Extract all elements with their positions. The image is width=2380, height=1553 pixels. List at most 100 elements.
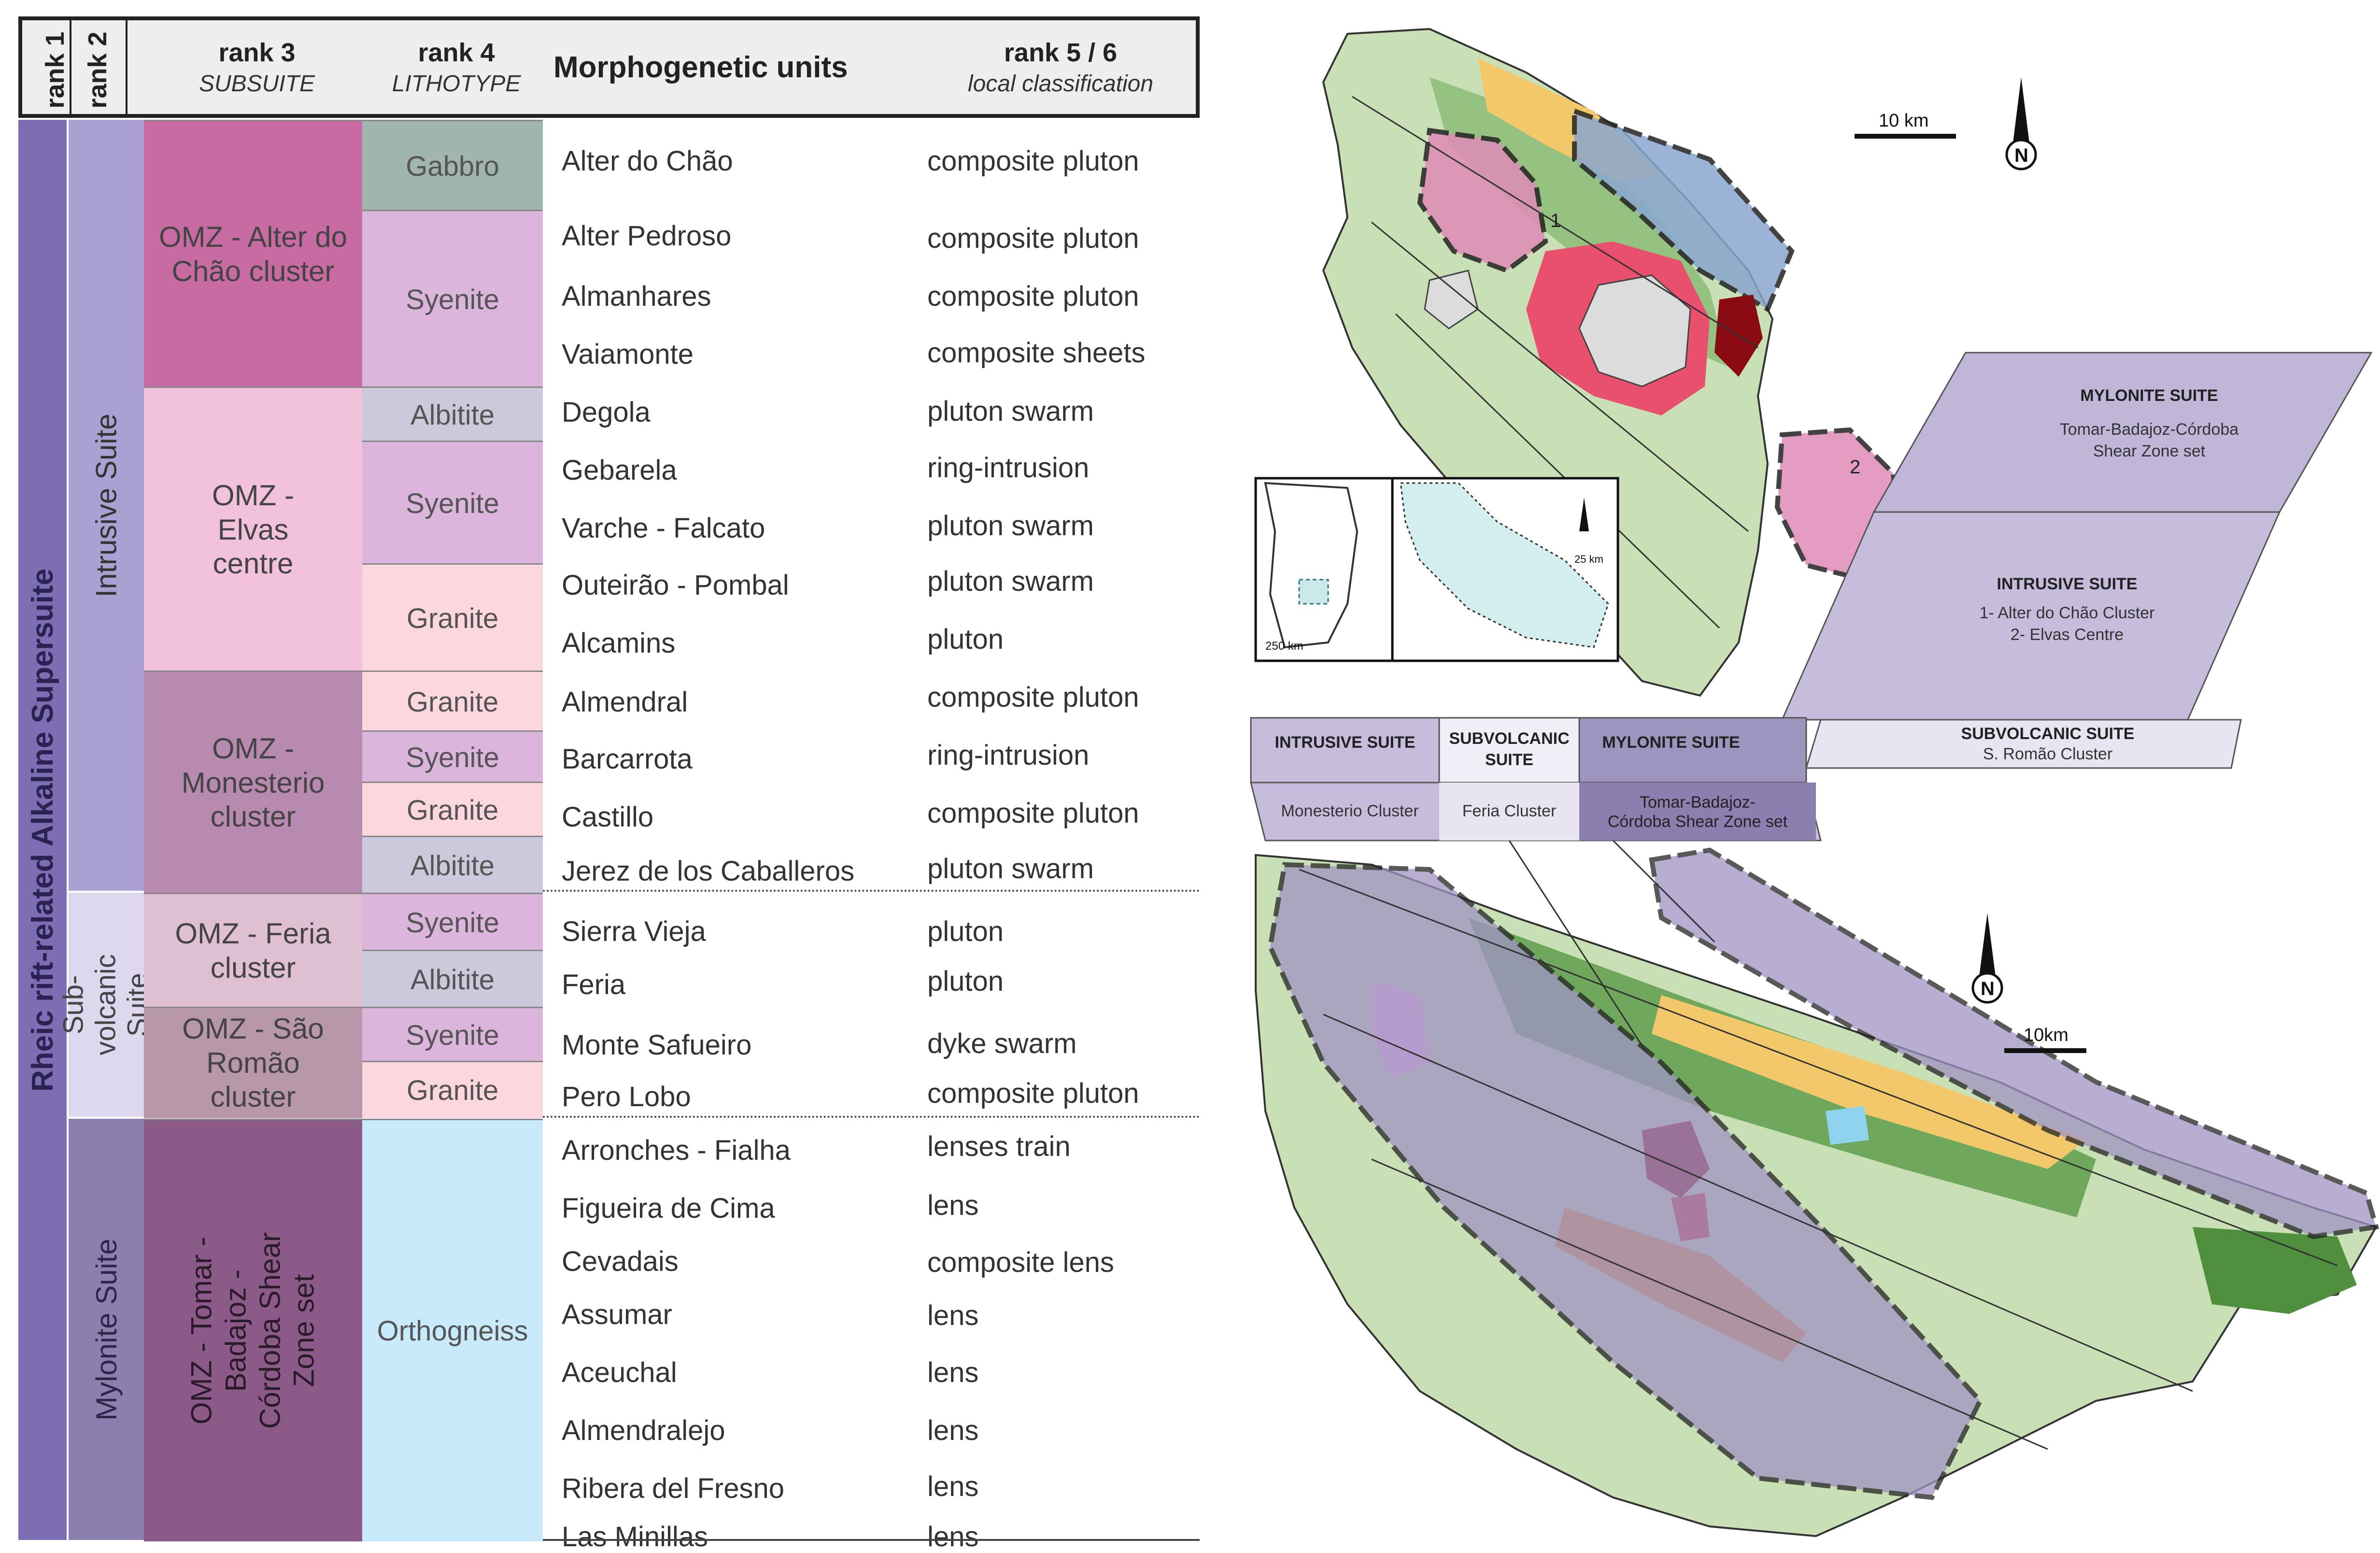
unit-classification: pluton	[927, 966, 1004, 997]
legend-intrusive-title: INTRUSIVE SUITE	[1997, 575, 2138, 593]
header-rank56-sub: local classification	[967, 71, 1154, 97]
unit-classification: lens	[927, 1521, 979, 1553]
subsuite-feria-label: OMZ - Feria cluster	[175, 917, 331, 984]
bar-intrusive-head	[1250, 717, 1440, 784]
lith-gabbro: Gabbro	[362, 120, 543, 211]
unit-name: Alter Pedroso	[562, 220, 732, 252]
bar-subvolcanic-title-2: SUITE	[1485, 751, 1533, 769]
legend-mylonite-text-2: Shear Zone set	[2093, 442, 2206, 460]
top-map-grey-core	[1578, 274, 1691, 387]
subsuite-monesterio-label: OMZ - Monesterio cluster	[181, 732, 325, 833]
top-map-label-2: 2	[1850, 456, 1860, 478]
subsuite-tomar-label: OMZ - Tomar - Badajoz - Córdoba Shear Zo…	[185, 1232, 320, 1429]
unit-classification: composite pluton	[927, 223, 1139, 254]
bar-tomar-1: Tomar-Badajoz-	[1640, 793, 1756, 812]
inset-scale-a: 250 km	[1265, 640, 1303, 653]
unit-classification: composite pluton	[927, 682, 1139, 713]
rank2-subvolcanic-label: Sub-volcanic Suite	[57, 954, 154, 1055]
lith-syenite: Syenite	[362, 893, 543, 951]
unit-classification: dyke swarm	[927, 1028, 1077, 1059]
rank2-subvolcanic: Sub-volcanic Suite	[58, 893, 154, 1117]
subsuite-saoromao: OMZ - São Romão cluster	[144, 1007, 362, 1118]
table-bottom-rule	[543, 1539, 1200, 1541]
header-rank4-sub: LITHOTYPE	[392, 71, 521, 97]
unit-name: Alter do Chão	[562, 145, 733, 177]
unit-classification: ring-intrusion	[927, 740, 1090, 771]
bottom-map-fault-3	[1371, 1158, 2048, 1450]
unit-name: Almendral	[562, 686, 688, 718]
lith-orthogneiss: Orthogneiss	[362, 1119, 543, 1541]
bottom-map-scale-label: 10km	[2024, 1025, 2068, 1045]
unit-name: Sierra Vieja	[562, 916, 706, 947]
north-arrow-icon	[2012, 77, 2031, 155]
legend-subvolcanic-title: SUBVOLCANIC SUITE	[1961, 725, 2135, 743]
subsuite-alter-label: OMZ - Alter do Chão cluster	[158, 221, 348, 287]
bottom-north-arrow-icon	[1978, 913, 1997, 988]
subsuite-feria: OMZ - Feria cluster	[144, 893, 362, 1008]
unit-name: Almendralejo	[562, 1415, 725, 1446]
subsuite-saoromao-label: OMZ - São Romão cluster	[182, 1012, 324, 1113]
table-header: rank 1 rank 2 rank 3 SUBSUITE rank 4 LIT…	[18, 16, 1200, 118]
subsuite-tomar: OMZ - Tomar - Badajoz - Córdoba Shear Zo…	[144, 1119, 362, 1541]
legend-subvolcanic-panel	[1805, 719, 2242, 769]
bar-intrusive-title: INTRUSIVE SUITE	[1275, 733, 1416, 752]
top-map-grey-lobe	[1424, 270, 1479, 329]
lith-granite: Granite	[362, 1061, 543, 1118]
subsuite-alter: OMZ - Alter do Chão cluster	[144, 120, 362, 388]
unit-name: Jerez de los Caballeros	[562, 855, 855, 887]
unit-classification: composite lens	[927, 1247, 1114, 1278]
bar-tomar-cell	[1579, 783, 1816, 841]
inset-map: 250 km 25 km	[1254, 477, 1619, 662]
bottom-map-green-east	[2193, 1227, 2357, 1314]
header-units-title: Morphogenetic units	[553, 50, 848, 84]
geologic-maps: 1 2 10 km N 250 km 25 km MYLONITE SUITE …	[1250, 28, 2380, 1538]
unit-name: Las Minillas	[562, 1521, 708, 1553]
lith-granite: Granite	[362, 563, 543, 672]
lith-albitite: Albitite	[362, 950, 543, 1008]
unit-name: Degola	[562, 397, 651, 428]
subsuite-elvas-label: OMZ - Elvas centre	[212, 479, 294, 580]
lith-syenite: Syenite	[362, 210, 543, 388]
inset-study-area	[1298, 579, 1329, 605]
bottom-map-yellow-band	[1652, 995, 2086, 1169]
unit-classification: pluton swarm	[927, 510, 1094, 541]
header-rank3-title: rank 3	[218, 38, 296, 67]
unit-classification: lens	[927, 1415, 979, 1446]
header-rank56-title: rank 5 / 6	[1004, 38, 1118, 67]
top-map-scale-label: 10 km	[1879, 111, 1928, 131]
bottom-map: 10km N	[1255, 847, 2380, 1538]
lith-syenite: Syenite	[362, 441, 543, 565]
unit-name: Feria	[562, 969, 626, 1000]
lith-syenite: Syenite	[362, 730, 543, 783]
middle-legend: INTRUSIVE SUITE SUBVOLCANIC SUITE MYLONI…	[1250, 717, 1822, 841]
unit-classification: lens	[927, 1471, 979, 1502]
unit-name: Figueira de Cima	[562, 1193, 775, 1224]
connector-line	[1612, 840, 1715, 943]
unit-classification: ring-intrusion	[927, 452, 1090, 484]
unit-classification: pluton swarm	[927, 396, 1094, 427]
bottom-north-arrow-label: N	[1981, 978, 1995, 999]
bottom-map-intrusive-belt	[1267, 862, 1983, 1500]
unit-name: Arronches - Fialha	[562, 1135, 791, 1166]
rank1-label: Rheic rift-related Alkaline Supersuite	[26, 568, 59, 1092]
bar-monesterio: Monesterio Cluster	[1281, 802, 1418, 820]
unit-classification: lenses train	[927, 1131, 1071, 1162]
bar-mylonite-head	[1578, 717, 1807, 784]
top-map-blue-zone	[1572, 107, 1795, 313]
header-rank4: rank 4 LITHOTYPE	[366, 20, 547, 114]
unit-classification: composite pluton	[927, 281, 1139, 312]
header-divider	[70, 20, 71, 114]
unit-name: Almanhares	[562, 281, 711, 312]
rank2-mylonite-label: Mylonite Suite	[90, 1238, 123, 1421]
header-rank4-title: rank 4	[418, 38, 495, 67]
bar-tomar-2: Córdoba Shear Zone set	[1608, 812, 1788, 831]
inset-north-icon	[1579, 498, 1589, 531]
north-arrow-circle	[2005, 139, 2037, 171]
unit-classification: composite pluton	[927, 1078, 1139, 1109]
bottom-map-fault-2	[1323, 1013, 2193, 1392]
unit-classification: composite pluton	[927, 798, 1139, 829]
bar-feria: Feria Cluster	[1462, 802, 1557, 820]
row-divider	[543, 1116, 1200, 1118]
unit-name: Vaiamonte	[562, 339, 694, 370]
unit-name: Outeirão - Pombal	[562, 570, 789, 601]
